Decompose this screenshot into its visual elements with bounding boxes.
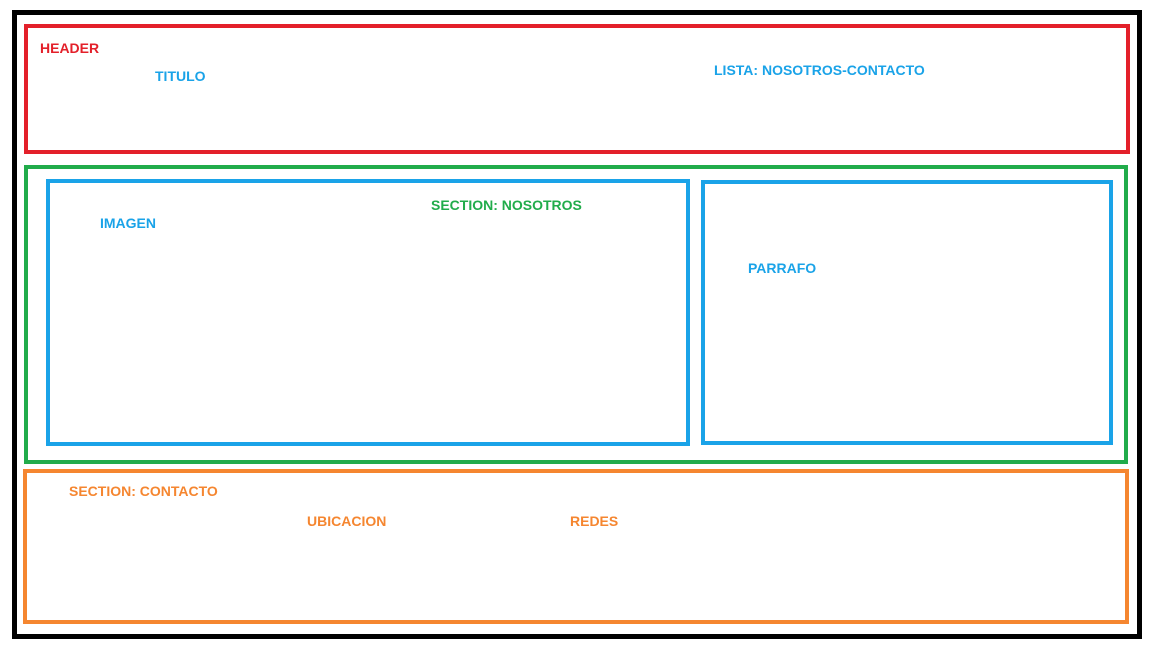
section-contacto-label: SECTION: CONTACTO (69, 483, 218, 499)
imagen-label: IMAGEN (100, 215, 156, 231)
parrafo-label: PARRAFO (748, 260, 817, 276)
header-label: HEADER (40, 40, 100, 56)
titulo-label: TITULO (155, 68, 206, 84)
header-box (24, 24, 1130, 154)
page-frame (12, 10, 1142, 639)
lista-label: LISTA: NOSOTROS-CONTACTO (714, 62, 925, 78)
section-contacto-box (23, 469, 1129, 624)
redes-label: REDES (570, 513, 619, 529)
parrafo-box (701, 180, 1113, 445)
ubicacion-label: UBICACION (307, 513, 387, 529)
section-nosotros-box (24, 165, 1128, 464)
section-nosotros-label: SECTION: NOSOTROS (431, 197, 582, 213)
imagen-box (46, 179, 690, 446)
